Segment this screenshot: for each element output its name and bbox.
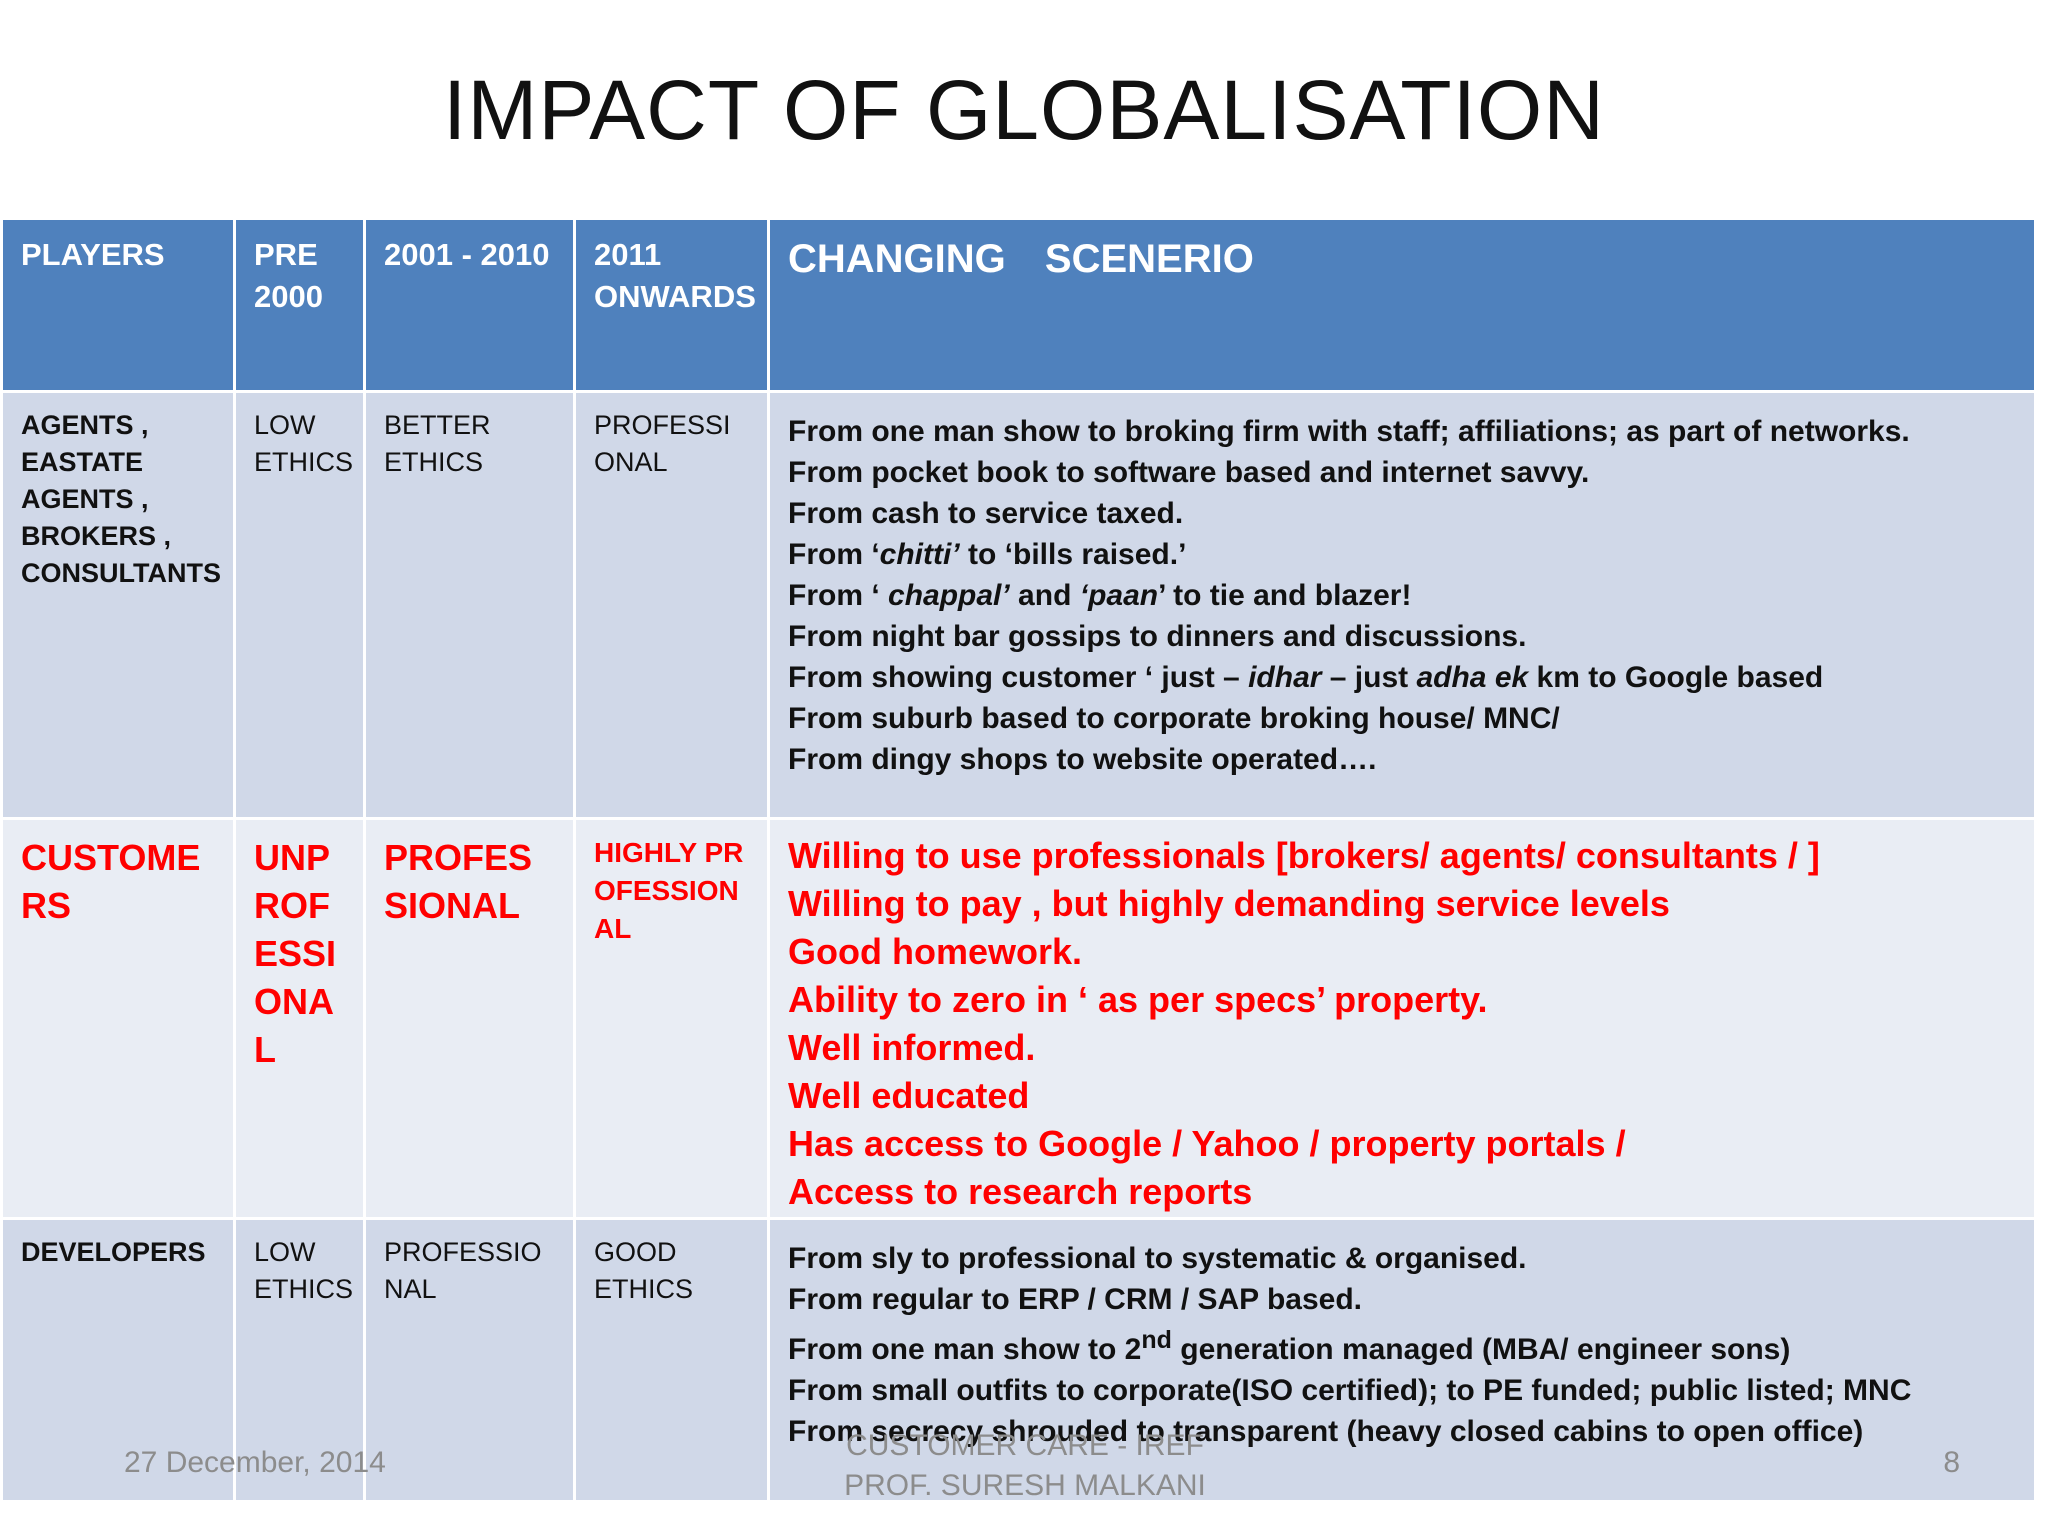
agents-2011-cell: PROFESSIONAL bbox=[573, 390, 770, 820]
customers-2011-cell: HIGHLY PROFESSIONAL bbox=[573, 817, 770, 1220]
customers-scenario-cell: Willing to use professionals [brokers/ a… bbox=[767, 817, 2037, 1220]
agents-pre2000-cell: LOW ETHICS bbox=[233, 390, 366, 820]
header-players: PLAYERS bbox=[0, 217, 236, 393]
slide-title: IMPACT OF GLOBALISATION bbox=[443, 63, 1605, 157]
developers-2011-cell: GOOD ETHICS bbox=[573, 1217, 770, 1503]
table-row: DEVELOPERS LOW ETHICS PROFESSIONAL GOOD … bbox=[0, 1217, 2037, 1503]
developers-pre2000-cell: LOW ETHICS bbox=[233, 1217, 366, 1503]
header-2001-2010: 2001 - 2010 bbox=[363, 217, 576, 393]
developers-player-cell: DEVELOPERS bbox=[0, 1217, 236, 1503]
footer-center: CUSTOMER CARE - IREF PROF. SURESH MALKAN… bbox=[840, 1426, 1210, 1506]
agents-scenario-cell: From one man show to broking firm with s… bbox=[767, 390, 2037, 820]
footer-date: 27 December, 2014 bbox=[124, 1446, 386, 1479]
header-2011-onwards: 2011 ONWARDS bbox=[573, 217, 770, 393]
customers-2001-2010-cell: PROFESSIONAL bbox=[363, 817, 576, 1220]
customers-pre2000-cell: UNPROFESSIONAL bbox=[233, 817, 366, 1220]
page-number: 8 bbox=[1943, 1446, 1960, 1479]
agents-player-cell: AGENTS , EASTATE AGENTS , BROKERS , CONS… bbox=[0, 390, 236, 820]
developers-scenario-cell: From sly to professional to systematic &… bbox=[767, 1217, 2037, 1503]
agents-2001-2010-cell: BETTER ETHICS bbox=[363, 390, 576, 820]
header-pre2000: PRE 2000 bbox=[233, 217, 366, 393]
footer-center-line1: CUSTOMER CARE - IREF bbox=[846, 1429, 1204, 1462]
footer-center-line2: PROF. SURESH MALKANI bbox=[844, 1469, 1206, 1502]
header-changing-scenario: CHANGING SCENERIO bbox=[767, 217, 2037, 393]
developers-2001-2010-cell: PROFESSIONAL bbox=[363, 1217, 576, 1503]
globalisation-table: PLAYERS PRE 2000 2001 - 2010 2011 ONWARD… bbox=[0, 217, 2037, 1503]
table-header-row: PLAYERS PRE 2000 2001 - 2010 2011 ONWARD… bbox=[0, 217, 2037, 393]
customers-player-cell: CUSTOMERS bbox=[0, 817, 236, 1220]
table-row: AGENTS , EASTATE AGENTS , BROKERS , CONS… bbox=[0, 390, 2037, 820]
table-row: CUSTOMERS UNPROFESSIONAL PROFESSIONAL HI… bbox=[0, 817, 2037, 1220]
